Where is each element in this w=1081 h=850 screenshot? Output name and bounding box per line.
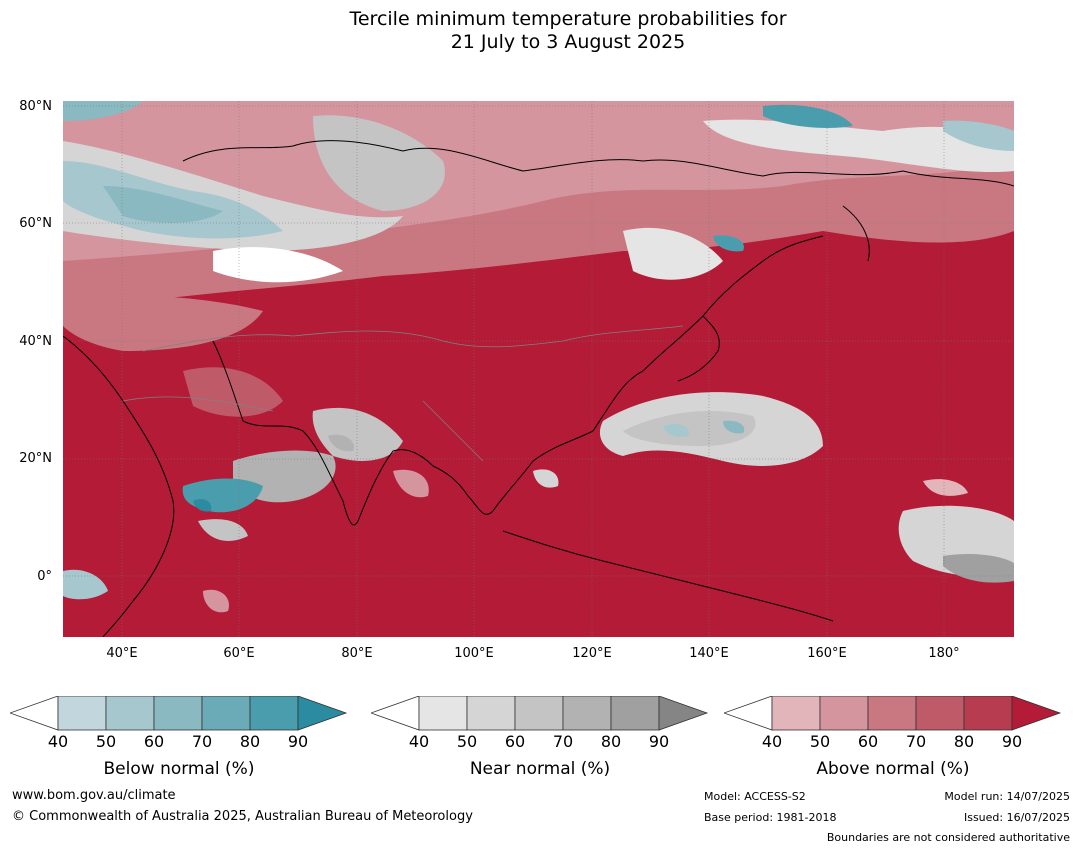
- colorbar-above-tick: 90: [1001, 732, 1023, 751]
- lon-label-100e: 100°E: [454, 646, 494, 661]
- website-link[interactable]: www.bom.gov.au/climate: [12, 788, 176, 803]
- colorbar-below-tick: 50: [95, 732, 117, 751]
- title-line-1: Tercile minimum temperature probabilitie…: [349, 8, 787, 30]
- map-title: Tercile minimum temperature probabilitie…: [0, 8, 1081, 54]
- lat-label-0: 0°: [37, 569, 52, 584]
- colorbar-above-tick: 60: [857, 732, 879, 751]
- colorbar-above-normal: [724, 696, 1062, 732]
- base-period-text: Base period: 1981-2018: [704, 811, 837, 824]
- colorbar-below-tick: 70: [191, 732, 213, 751]
- issued-text: Issued: 16/07/2025: [963, 811, 1070, 824]
- colorbar-above-tick: 70: [905, 732, 927, 751]
- model-text: Model: ACCESS-S2: [704, 790, 806, 803]
- colorbar-near-tick: 40: [408, 732, 430, 751]
- copyright-text: © Commonwealth of Australia 2025, Austra…: [12, 809, 473, 824]
- lat-label-20n: 20°N: [19, 451, 52, 466]
- boundaries-note: Boundaries are not considered authoritat…: [826, 831, 1070, 844]
- lon-label-60e: 60°E: [223, 646, 255, 661]
- probability-map: [63, 101, 1014, 637]
- colorbar-near-tick: 70: [552, 732, 574, 751]
- colorbar-near-tick: 90: [648, 732, 670, 751]
- model-run-text: Model run: 14/07/2025: [944, 790, 1070, 803]
- colorbar-below-title: Below normal (%): [103, 759, 255, 779]
- colorbar-near-title: Near normal (%): [469, 759, 611, 779]
- colorbar-near-tick: 50: [456, 732, 478, 751]
- colorbar-below-tick: 90: [287, 732, 309, 751]
- lon-label-40e: 40°E: [106, 646, 138, 661]
- colorbar-near-tick: 60: [504, 732, 526, 751]
- lon-label-80e: 80°E: [341, 646, 373, 661]
- colorbar-below-normal: [10, 696, 348, 732]
- lon-label-120e: 120°E: [572, 646, 612, 661]
- lat-label-80n: 80°N: [19, 99, 52, 114]
- lon-label-160e: 160°E: [807, 646, 847, 661]
- lat-label-60n: 60°N: [19, 216, 52, 231]
- map-canvas: [63, 101, 1014, 637]
- colorbar-near-normal: [371, 696, 709, 732]
- colorbar-near-tick: 80: [600, 732, 622, 751]
- colorbar-above-tick: 80: [953, 732, 975, 751]
- colorbar-below-tick: 60: [143, 732, 165, 751]
- lat-label-40n: 40°N: [19, 334, 52, 349]
- colorbar-above-tick: 50: [809, 732, 831, 751]
- colorbar-below-tick: 80: [239, 732, 261, 751]
- title-line-2: 21 July to 3 August 2025: [450, 31, 686, 53]
- colorbar-below-tick: 40: [47, 732, 69, 751]
- lon-label-140e: 140°E: [689, 646, 729, 661]
- colorbar-above-title: Above normal (%): [816, 759, 970, 779]
- lon-label-180: 180°: [928, 646, 960, 661]
- colorbar-above-tick: 40: [761, 732, 783, 751]
